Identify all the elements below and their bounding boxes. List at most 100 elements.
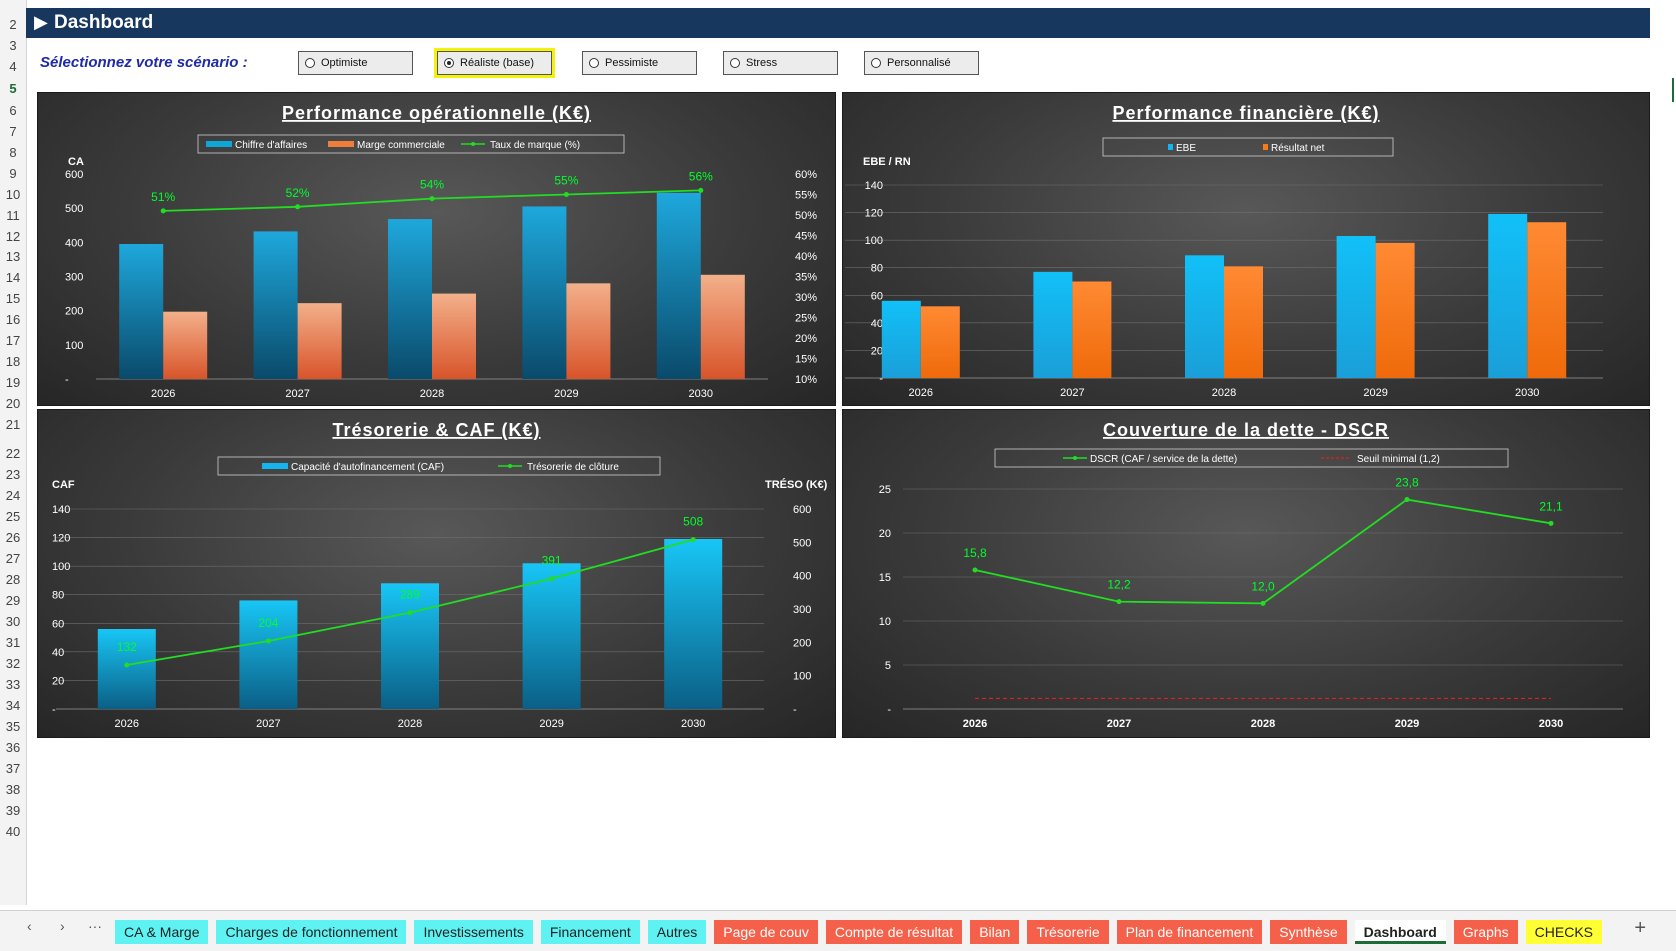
sheet-tab[interactable]: Bilan [970,920,1020,944]
row-number[interactable]: 12 [5,229,21,244]
sheet-tab[interactable]: Page de couv [714,920,818,944]
radio-selected-icon[interactable] [444,58,454,68]
row-number[interactable]: 7 [9,124,17,139]
y-tick-label: 80 [52,590,64,602]
row-number[interactable]: 3 [9,38,17,53]
sheet-tab[interactable]: Graphs [1453,920,1518,944]
row-number[interactable]: 23 [5,467,21,482]
legend-swatch [1263,144,1268,150]
sheet-tab[interactable]: Dashboard [1354,920,1446,944]
row-number[interactable]: 17 [5,333,21,348]
row-number[interactable]: 18 [5,354,21,369]
sheet-tab[interactable]: Autres [647,920,707,944]
y-tick-label: 140 [52,504,70,516]
row-number[interactable]: 34 [5,698,21,713]
add-sheet-button[interactable]: + [1634,917,1646,939]
row-number[interactable]: 38 [5,782,21,797]
y2-tick-label: 300 [793,604,811,616]
radio-empty-icon[interactable] [305,58,315,68]
radio-empty-icon[interactable] [730,58,740,68]
sheet-tab[interactable]: Financement [540,920,640,944]
scenario-option-4[interactable]: Stress [723,51,838,75]
sheet-tab[interactable]: Trésorerie [1027,920,1109,944]
row-number[interactable]: 39 [5,803,21,818]
sheet-tab[interactable]: CHECKS [1525,920,1603,944]
row-number[interactable]: 26 [5,530,21,545]
y-tick-label: 20 [871,345,883,357]
sheet-tab[interactable]: Synthèse [1270,920,1347,944]
row-number[interactable]: 25 [5,509,21,524]
tab-next-button[interactable]: › [60,918,65,934]
row-number[interactable]: 22 [5,446,21,461]
chart-debt-coverage-dscr[interactable]: Couverture de la dette - DSCR DSCR (CAF /… [842,409,1650,738]
row-number[interactable]: 6 [9,103,17,118]
line-point [972,567,978,573]
sheet-tab[interactable]: Plan de financement [1116,920,1263,944]
legend-marker [508,464,512,468]
row-number[interactable]: 32 [5,656,21,671]
tab-prev-button[interactable]: ‹ [27,918,32,934]
chart-cash-and-caf[interactable]: Trésorerie & CAF (K€) Capacité d'autofina… [37,409,836,738]
tab-more-button[interactable]: ··· [88,918,102,934]
row-number[interactable]: 8 [9,145,17,160]
x-tick-label: 2029 [1363,387,1387,399]
legend-swatch [328,141,354,147]
row-number[interactable]: 29 [5,593,21,608]
row-number[interactable]: 21 [5,417,21,432]
scenario-option-1[interactable]: Optimiste [298,51,413,75]
row-number[interactable]: 2 [9,17,17,32]
row-number[interactable]: 16 [5,312,21,327]
y-tick-label: 60 [52,618,64,630]
row-number[interactable]: 31 [5,635,21,650]
x-tick-label: 2029 [1395,718,1419,730]
y2-tick-label: 400 [793,571,811,583]
row-number[interactable]: 11 [6,208,20,223]
y-tick-label: 100 [65,340,83,352]
sheet-tab[interactable]: CA & Marge [115,920,209,944]
row-number[interactable]: 4 [9,59,17,74]
row-number[interactable]: 35 [5,719,21,734]
row-number[interactable]: 37 [5,761,21,776]
row-number[interactable]: 19 [5,375,21,390]
bar-r-sultat-net [1375,242,1415,378]
row-number[interactable]: 20 [5,396,21,411]
chart-operational-performance[interactable]: Performance opérationnelle (K€) Chiffre d… [37,92,836,406]
sheet-tab[interactable]: Investissements [414,920,533,944]
row-number[interactable]: 33 [5,677,21,692]
row-number[interactable]: 10 [5,187,21,202]
radio-empty-icon[interactable] [589,58,599,68]
bar-chiffre-d-affaires [388,219,432,379]
bar-marge-commerciale [566,283,611,379]
scenario-option-3[interactable]: Pessimiste [582,51,697,75]
y-tick-label: 500 [65,203,83,215]
row-number[interactable]: 14 [5,270,21,285]
row-number[interactable]: 24 [5,488,21,503]
row-number[interactable]: 36 [5,740,21,755]
y2-tick-label: 50% [795,210,817,222]
row-number[interactable]: 40 [5,824,21,839]
row-number[interactable]: 30 [5,614,21,629]
bar-marge-commerciale [163,311,208,379]
row-number[interactable]: 5 [9,81,17,96]
bar-r-sultat-net [1527,222,1567,378]
y2-tick-label: 25% [795,313,817,325]
row-number[interactable]: 13 [5,249,21,264]
line-point [1116,599,1122,605]
radio-empty-icon[interactable] [871,58,881,68]
chart-financial-performance[interactable]: Performance financière (K€) EBE Résultat n… [842,92,1650,406]
x-tick-label: 2026 [963,718,987,730]
scenario-option-2[interactable]: Réaliste (base) [434,48,555,78]
row-number[interactable]: 15 [5,291,21,306]
line-point [698,187,704,193]
y-tick-label: 120 [52,533,70,545]
sheet-tab[interactable]: Charges de fonctionnement [216,920,407,944]
y-tick-label: 100 [865,235,883,247]
row-number[interactable]: 9 [9,166,17,181]
y-axis-label: CA [68,156,84,168]
line-point [295,204,301,210]
data-label: 132 [117,640,137,654]
row-number[interactable]: 28 [5,572,21,587]
row-number[interactable]: 27 [5,551,21,566]
scenario-option-5[interactable]: Personnalisé [864,51,979,75]
sheet-tab[interactable]: Compte de résultat [825,920,963,944]
